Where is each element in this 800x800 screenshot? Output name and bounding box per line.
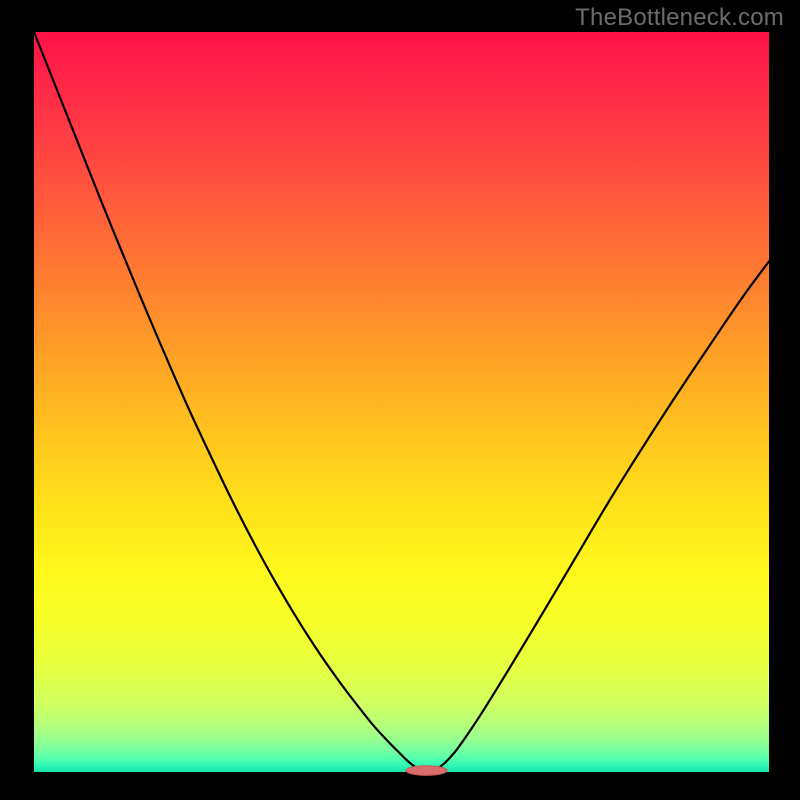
- chart-stage: TheBottleneck.com: [0, 0, 800, 800]
- watermark-text: TheBottleneck.com: [575, 4, 784, 32]
- chart-svg: [0, 0, 800, 800]
- plot-gradient-background: [34, 32, 769, 772]
- minimum-marker: [406, 766, 447, 776]
